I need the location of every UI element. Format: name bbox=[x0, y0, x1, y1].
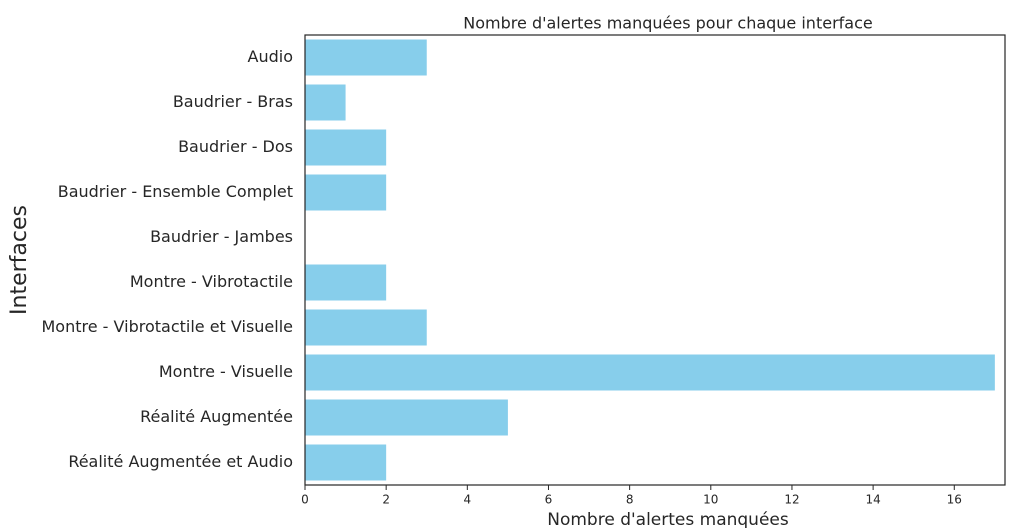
bar bbox=[305, 39, 427, 76]
y-tick-label: Montre - Vibrotactile et Visuelle bbox=[42, 317, 294, 336]
x-tick-label: 0 bbox=[301, 493, 309, 507]
y-tick-label: Baudrier - Jambes bbox=[150, 227, 293, 246]
bar bbox=[305, 129, 387, 166]
y-tick-label: Audio bbox=[248, 47, 293, 66]
x-tick-label: 16 bbox=[947, 493, 962, 507]
x-tick-label: 2 bbox=[382, 493, 390, 507]
y-tick-label: Baudrier - Bras bbox=[173, 92, 293, 111]
y-tick-label: Montre - Vibrotactile bbox=[130, 272, 293, 291]
x-tick-label: 4 bbox=[463, 493, 471, 507]
y-axis-label: Interfaces bbox=[7, 205, 32, 315]
x-tick-label: 12 bbox=[784, 493, 799, 507]
bar bbox=[305, 174, 387, 211]
y-tick-label: Montre - Visuelle bbox=[159, 362, 293, 381]
x-tick-label: 10 bbox=[703, 493, 718, 507]
bar bbox=[305, 309, 427, 346]
bar bbox=[305, 264, 387, 301]
plot-frame bbox=[304, 34, 1006, 486]
y-tick-label: Réalité Augmentée et Audio bbox=[68, 452, 293, 471]
y-tick-label: Baudrier - Ensemble Complet bbox=[58, 182, 293, 201]
bar bbox=[305, 444, 387, 481]
bar bbox=[305, 354, 995, 391]
x-tick-label: 8 bbox=[626, 493, 634, 507]
y-tick-label: Réalité Augmentée bbox=[140, 407, 293, 426]
y-tick-label: Baudrier - Dos bbox=[178, 137, 293, 156]
x-tick-label: 6 bbox=[545, 493, 553, 507]
bar bbox=[305, 399, 508, 436]
x-axis-label: Nombre d'alertes manquées bbox=[547, 510, 789, 528]
bar bbox=[305, 84, 346, 121]
x-tick-label: 14 bbox=[865, 493, 880, 507]
chart-title: Nombre d'alertes manquées pour chaque in… bbox=[463, 14, 872, 33]
